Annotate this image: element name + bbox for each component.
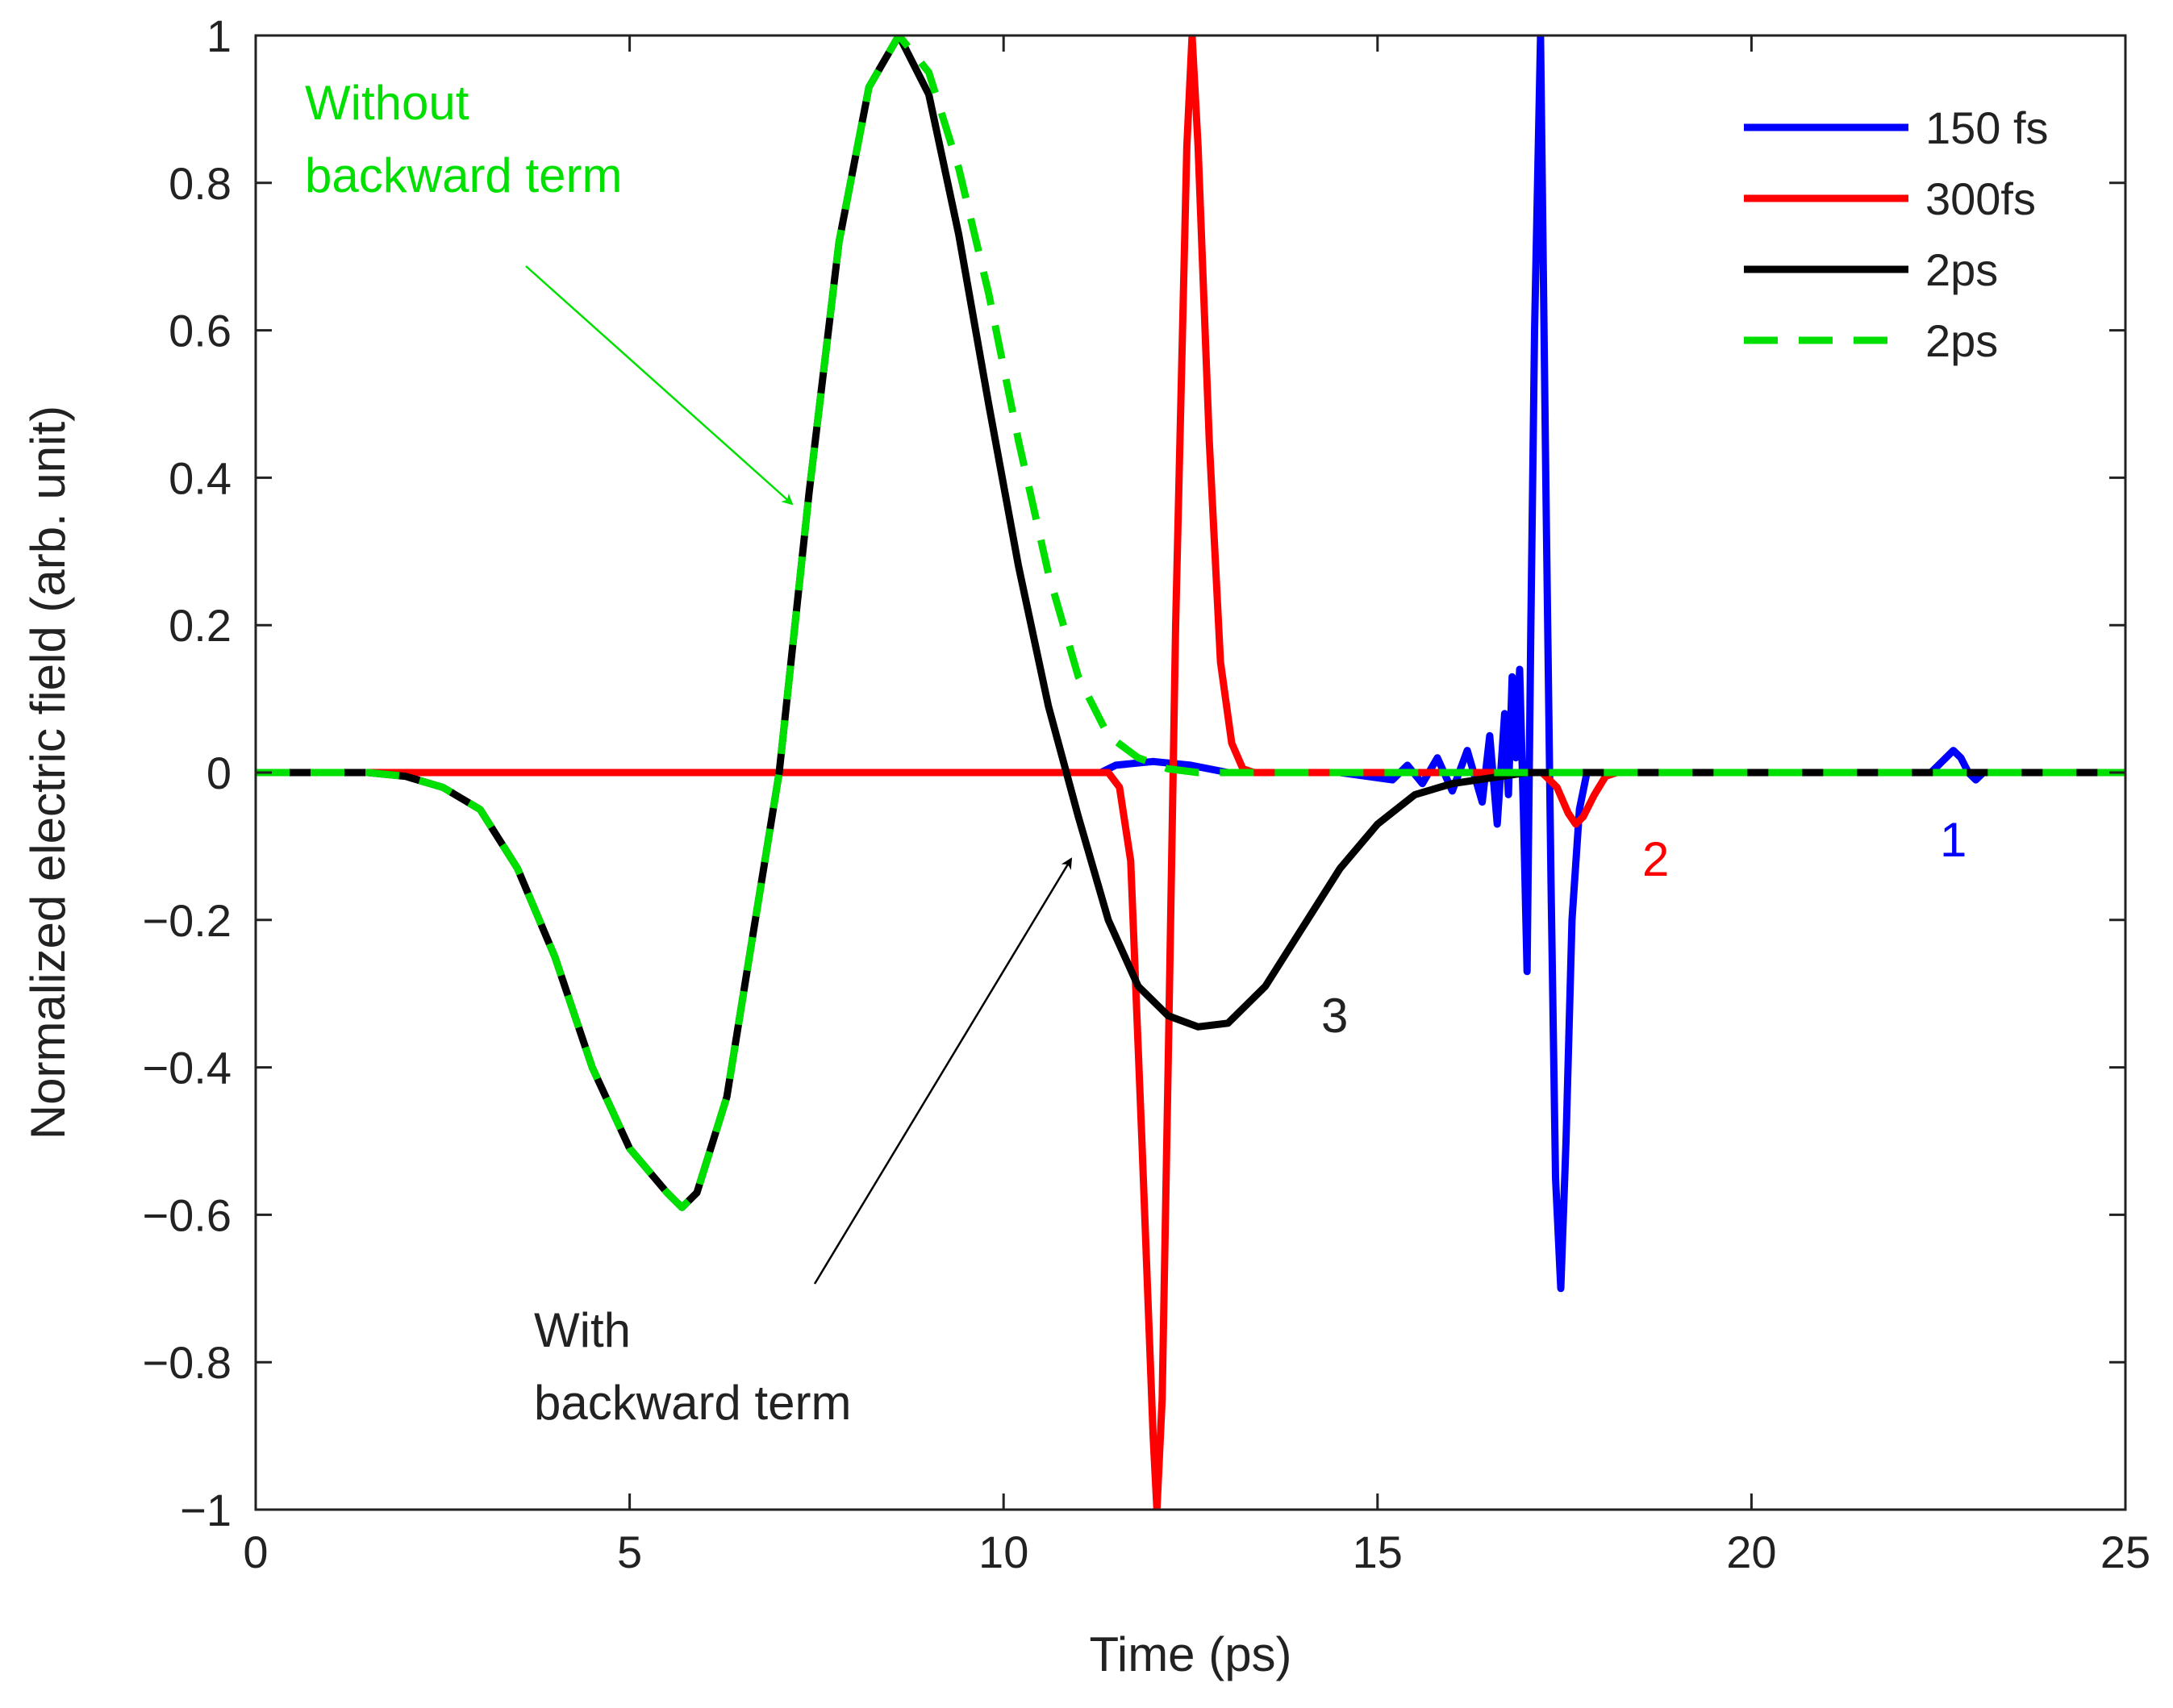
curve-label-1: 1 — [1940, 813, 1967, 867]
y-tick-label: 0.6 — [169, 306, 231, 356]
x-tick-label: 10 — [978, 1527, 1028, 1577]
series-line-1 — [256, 35, 2125, 1510]
y-tick-label: −0.2 — [142, 895, 231, 946]
legend-label-1: 300fs — [1925, 173, 2036, 224]
x-tick-label: 0 — [243, 1527, 268, 1577]
legend-label-0: 150 fs — [1925, 102, 2049, 153]
y-tick-label: −1 — [180, 1485, 231, 1535]
legend-label-2: 2ps — [1925, 244, 1998, 295]
y-tick-label: 0.2 — [169, 600, 231, 651]
y-tick-label: −0.6 — [142, 1189, 231, 1240]
annotation-with-line1: With — [534, 1303, 631, 1357]
curve-label-2: 2 — [1642, 832, 1669, 886]
legend: 150 fs 300fs 2ps 2ps — [1744, 102, 2049, 366]
y-tick-label: 0.8 — [169, 158, 231, 209]
annotation-without-line1: Without — [305, 76, 469, 130]
y-tick-label: −0.4 — [142, 1043, 231, 1094]
legend-label-3: 2ps — [1925, 315, 1998, 366]
x-tick-label: 5 — [617, 1527, 642, 1577]
annotation-with-arrow — [813, 857, 1073, 1285]
y-axis-label: Normalized electric field (arb. unit) — [21, 406, 75, 1139]
ticks-layer: 0 5 10 15 20 25 −1 −0.8 −0.6 −0.4 −0.2 0 0.2 0.4 0.6 0.… — [142, 10, 2150, 1577]
x-tick-label: 25 — [2100, 1527, 2150, 1577]
x-axis-label: Time (ps) — [1089, 1627, 1291, 1681]
y-tick-label: 0.4 — [169, 452, 231, 503]
x-tick-label: 15 — [1353, 1527, 1403, 1577]
annotation-with-backward-term: With backward term — [534, 857, 1073, 1430]
annotation-without-line2: backward term — [305, 148, 622, 202]
annotation-without-backward-term: Without backward term — [305, 76, 794, 506]
annotation-without-arrow — [525, 265, 794, 506]
y-tick-label: 0 — [206, 748, 231, 798]
series-line-3 — [256, 35, 2125, 1211]
y-tick-label: −0.8 — [142, 1337, 231, 1388]
x-tick-label: 20 — [1726, 1527, 1776, 1577]
y-tick-label: 1 — [206, 10, 231, 61]
series-layer — [256, 35, 2125, 1510]
annotation-with-line2: backward term — [534, 1376, 851, 1430]
curve-label-3: 3 — [1321, 989, 1348, 1043]
